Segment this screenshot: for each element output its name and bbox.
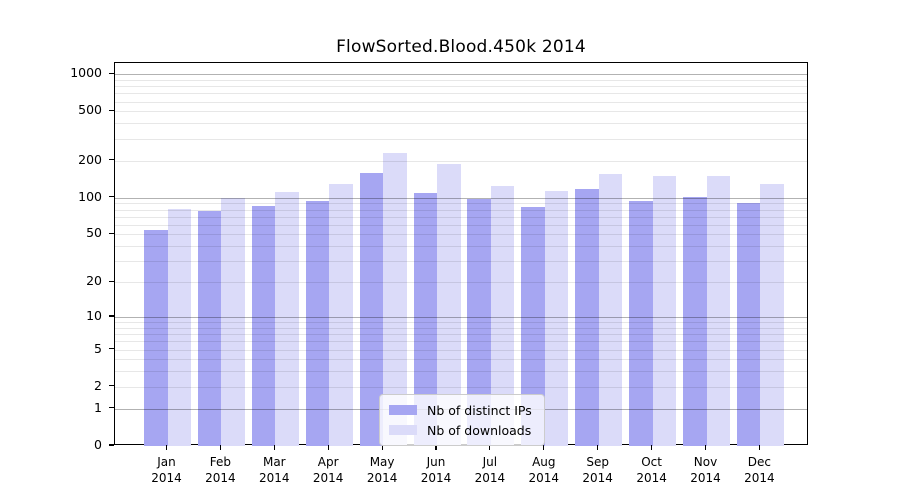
x-tick-mark (327, 445, 329, 450)
y-tick-label: 5 (94, 340, 102, 356)
bar-downloads-feb (221, 197, 245, 446)
y-tick-mark (109, 444, 114, 446)
bar-downloads-jun (437, 164, 461, 446)
plot-area: Nb of distinct IPs Nb of downloads (114, 62, 808, 446)
legend-item-distinct-ips: Nb of distinct IPs (389, 402, 535, 418)
bar-downloads-aug (544, 191, 569, 446)
bar-distinct-ips-dec (736, 203, 761, 446)
bar-distinct-ips-aug (521, 206, 545, 446)
x-tick-mark (435, 445, 437, 450)
chart-title: FlowSorted.Blood.450k 2014 (336, 37, 586, 57)
minor-gridline (115, 86, 807, 88)
y-tick-mark (109, 280, 114, 282)
minor-gridline (115, 101, 807, 103)
minor-gridline (115, 138, 807, 140)
x-tick-mark (165, 445, 168, 450)
bar-downloads-sep (598, 173, 623, 446)
minor-gridline (115, 123, 807, 125)
y-tick-label: 20 (86, 273, 102, 289)
x-tick-label: Feb 2014 (205, 455, 236, 485)
major-gridline (115, 74, 807, 76)
y-tick-label: 1000 (70, 65, 102, 81)
bar-distinct-ips-mar (251, 206, 276, 446)
bar-downloads-dec (760, 183, 784, 446)
legend-item-downloads: Nb of downloads (389, 422, 535, 438)
legend: Nb of distinct IPs Nb of downloads (379, 394, 545, 446)
y-tick-mark (109, 109, 114, 111)
x-tick-mark (489, 445, 491, 450)
y-tick-label: 500 (78, 102, 102, 118)
x-tick-label: Jan 2014 (151, 455, 182, 485)
bar-distinct-ips-jul (467, 199, 491, 446)
bar-downloads-nov (706, 175, 730, 446)
x-tick-label: Dec 2014 (744, 455, 775, 485)
y-tick-label: 100 (78, 188, 102, 204)
y-tick-mark (109, 232, 114, 234)
y-tick-label: 1 (94, 399, 102, 415)
bar-downloads-jul (490, 185, 515, 446)
y-tick-label: 200 (78, 151, 102, 167)
x-tick-label: Oct 2014 (636, 455, 667, 485)
x-tick-label: Jun 2014 (420, 455, 452, 485)
y-tick-label: 10 (86, 307, 102, 323)
x-tick-mark (758, 445, 760, 450)
x-tick-mark (651, 445, 653, 450)
bar-downloads-may (383, 152, 407, 446)
y-tick-mark (109, 72, 114, 74)
y-tick-mark (109, 407, 114, 409)
minor-gridline (115, 160, 807, 162)
legend-swatch-distinct-ips (389, 405, 417, 415)
x-tick-mark (381, 445, 383, 450)
bar-distinct-ips-nov (683, 197, 707, 446)
bar-distinct-ips-jan (144, 230, 168, 446)
y-tick-label: 2 (94, 377, 102, 393)
y-tick-mark (109, 196, 114, 198)
bar-distinct-ips-may (359, 172, 384, 446)
legend-label-distinct-ips: Nb of distinct IPs (427, 402, 532, 418)
y-tick-mark (109, 315, 114, 317)
x-tick-label: Mar 2014 (259, 455, 290, 485)
y-tick-mark (109, 347, 114, 350)
y-tick-mark (109, 158, 114, 161)
bar-downloads-apr (329, 184, 353, 446)
bar-downloads-mar (275, 192, 299, 446)
minor-gridline (115, 111, 807, 113)
x-tick-label: Aug 2014 (528, 455, 560, 485)
x-tick-label: Jul 2014 (474, 455, 506, 485)
x-tick-mark (219, 445, 221, 450)
y-tick-label: 50 (86, 225, 102, 241)
bar-distinct-ips-sep (575, 188, 599, 446)
x-tick-mark (273, 445, 275, 450)
x-tick-mark (704, 445, 707, 450)
x-tick-label: May 2014 (366, 455, 398, 485)
x-tick-mark (597, 445, 599, 450)
bar-downloads-jan (167, 208, 191, 446)
bar-downloads-oct (652, 175, 677, 446)
y-tick-mark (109, 385, 114, 387)
y-tick-label: 0 (94, 437, 102, 452)
x-tick-label: Apr 2014 (312, 455, 344, 485)
x-tick-label: Nov 2014 (690, 455, 721, 485)
minor-gridline (115, 93, 807, 95)
minor-gridline (115, 79, 807, 81)
bar-distinct-ips-apr (305, 201, 330, 446)
bar-distinct-ips-jun (413, 192, 437, 446)
bar-distinct-ips-oct (629, 201, 653, 446)
bar-distinct-ips-feb (197, 210, 222, 446)
x-tick-mark (543, 445, 545, 450)
legend-swatch-downloads (389, 425, 417, 435)
legend-label-downloads: Nb of downloads (427, 422, 532, 438)
x-tick-label: Sep 2014 (582, 455, 613, 485)
